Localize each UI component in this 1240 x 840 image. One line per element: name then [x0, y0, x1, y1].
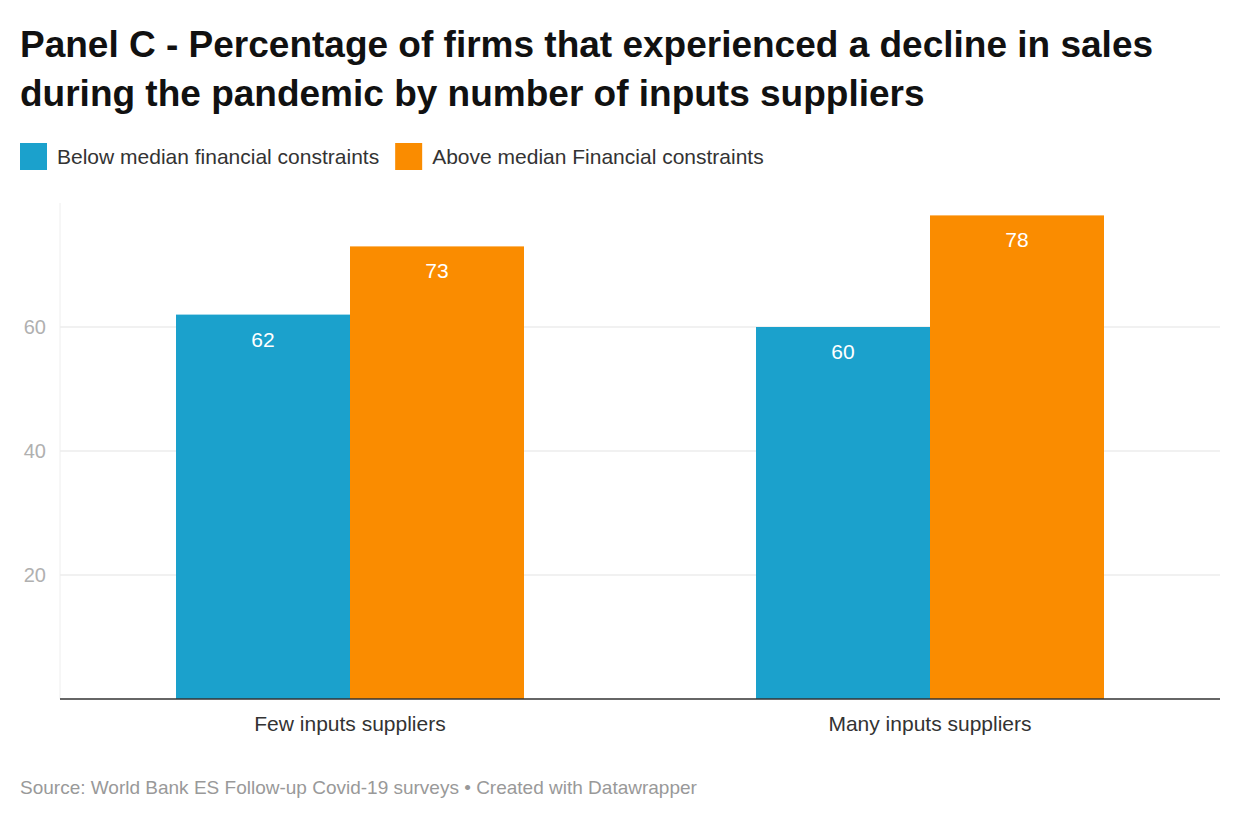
bar	[756, 327, 930, 699]
bar	[350, 246, 524, 699]
legend-swatch	[395, 143, 422, 170]
data-label: 78	[1005, 228, 1028, 251]
legend-item: Above median Financial constraints	[395, 143, 764, 170]
bar	[930, 215, 1104, 699]
bar	[176, 315, 350, 699]
source-note: Source: World Bank ES Follow-up Covid-19…	[20, 777, 698, 798]
legend: Below median financial constraints Above …	[20, 143, 764, 170]
data-label: 62	[251, 328, 274, 351]
y-tick-label: 20	[24, 564, 46, 586]
legend-label: Below median financial constraints	[57, 145, 379, 168]
legend-label: Above median Financial constraints	[432, 145, 764, 168]
baseline	[60, 698, 1220, 700]
x-tick-label: Few inputs suppliers	[254, 712, 445, 735]
chart-title: Panel C - Percentage of firms that exper…	[20, 20, 1225, 118]
y-axis-line	[60, 203, 61, 699]
x-tick-label: Many inputs suppliers	[828, 712, 1031, 735]
data-label: 73	[425, 259, 448, 282]
data-labels: 62 73 60 78	[251, 228, 1028, 363]
chart-canvas: Below median financial constraints Above …	[0, 0, 1240, 840]
y-tick-label: 40	[24, 440, 46, 462]
legend-swatch	[20, 143, 47, 170]
data-label: 60	[831, 340, 854, 363]
legend-item: Below median financial constraints	[20, 143, 379, 170]
y-tick-label: 60	[24, 316, 46, 338]
bars	[176, 215, 1104, 699]
